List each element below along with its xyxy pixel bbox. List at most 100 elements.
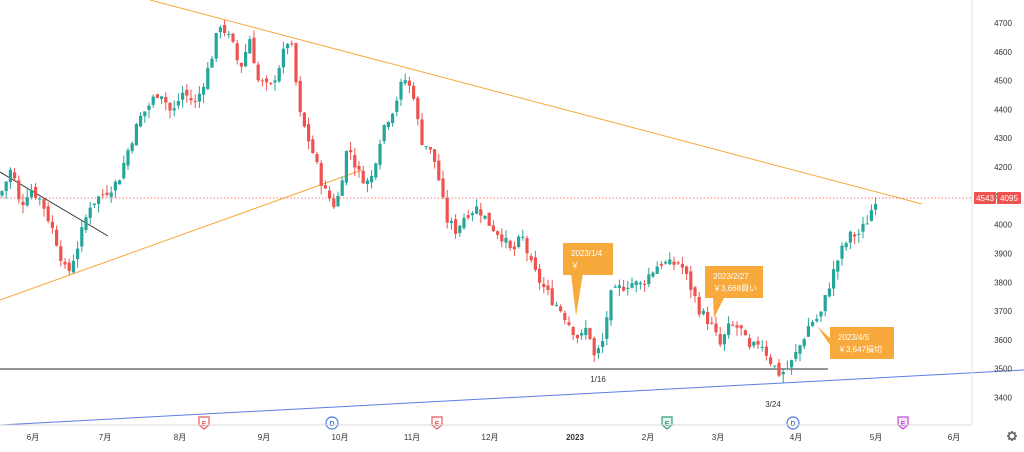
candle-body [353, 155, 357, 168]
candle-body [832, 269, 836, 289]
candle-body [109, 192, 113, 197]
candle-body [626, 287, 630, 289]
candle-body [559, 306, 563, 312]
event-marker-e[interactable]: E [897, 416, 909, 430]
candle-body [218, 27, 222, 33]
candle-body [97, 196, 101, 204]
candle-body [517, 236, 521, 247]
x-tick-label: 3月 [712, 433, 724, 442]
x-tick-label: 6月 [948, 433, 960, 442]
event-marker-shape [661, 416, 673, 430]
candle-body [487, 212, 491, 226]
candle-body [609, 290, 613, 321]
event-marker-e[interactable]: E [431, 416, 443, 430]
candle-body [491, 225, 495, 232]
candle-body [865, 223, 869, 225]
candle-body [580, 333, 584, 336]
candle-body [676, 262, 680, 264]
candle-body [130, 143, 134, 152]
y-tick-label: 3400 [994, 394, 1012, 403]
candle-body [252, 37, 256, 64]
low-label-jan16: 1/16 [590, 375, 606, 384]
event-marker-d[interactable]: D [325, 416, 339, 430]
candle-body [445, 197, 449, 223]
candle-body [223, 24, 227, 33]
candle-body [584, 327, 588, 336]
x-tick-label: 10月 [332, 433, 349, 442]
candle-body [281, 48, 285, 68]
candle-body [206, 67, 210, 89]
candle-body [38, 198, 42, 200]
y-tick-label: 4700 [994, 19, 1012, 28]
candle-body [273, 80, 277, 83]
candle-body [286, 44, 290, 49]
candle-body [554, 304, 558, 306]
candle-body [596, 348, 600, 354]
candle-body [794, 352, 798, 359]
candle-body [592, 338, 596, 356]
event-marker-e[interactable]: E [661, 416, 673, 430]
event-marker-shape [325, 416, 339, 430]
x-tick-label: 8月 [174, 433, 186, 442]
candle-body [634, 281, 638, 286]
event-marker-d[interactable]: D [786, 416, 800, 430]
candle-body [874, 204, 878, 210]
candle-body [773, 365, 777, 367]
candle-body [731, 324, 735, 326]
candle-body [458, 225, 462, 234]
candle-body [21, 201, 25, 206]
callout-line: ￥ [571, 261, 579, 270]
candle-body [697, 296, 701, 315]
candle-body [672, 261, 676, 265]
candle-body [710, 322, 714, 324]
trend-lines [0, 0, 1024, 426]
candle-body [395, 100, 399, 112]
candle-body [260, 80, 264, 82]
candle-body [743, 330, 747, 336]
callout-line: 2023/1/4 [571, 249, 603, 258]
candle-body [244, 51, 248, 67]
candle-body [857, 233, 861, 235]
candle-body [67, 262, 71, 271]
candle-body [101, 194, 105, 196]
candle-body [361, 170, 365, 184]
candle-body [265, 78, 269, 83]
event-marker-e[interactable]: E [198, 416, 210, 430]
candle-body [785, 368, 789, 370]
candle-body [521, 236, 525, 238]
candle-body [4, 181, 8, 192]
candle-body [172, 108, 176, 111]
candle-body [769, 357, 773, 364]
candle-body [298, 80, 302, 113]
candle-body [403, 80, 407, 84]
y-tick-label: 4000 [994, 221, 1012, 230]
candle-body [311, 139, 315, 154]
x-tick-label: 11月 [404, 433, 420, 442]
y-tick-label: 3600 [994, 336, 1012, 345]
candle-body [92, 203, 96, 205]
candle-body [46, 206, 50, 222]
candle-body [25, 197, 29, 206]
candle-body [0, 191, 4, 196]
callout-line: ￥3,668買い [713, 284, 757, 293]
candle-body [412, 85, 416, 99]
candle-body [525, 238, 529, 254]
rising-trend-line [0, 169, 363, 301]
callout-jan4: 2023/1/4 ￥ [563, 243, 613, 316]
candle-body [239, 62, 243, 67]
candle-body [840, 245, 844, 259]
event-marker-shape [897, 416, 909, 430]
candle-body [848, 231, 852, 243]
candle-body [529, 256, 533, 261]
candle-body [407, 80, 411, 86]
candle-body [869, 210, 873, 221]
gear-icon-tooth [1013, 437, 1017, 441]
gear-icon[interactable] [1007, 431, 1017, 441]
candle-body [466, 215, 470, 218]
y-tick-label: 3800 [994, 278, 1012, 287]
candle-body [630, 283, 634, 288]
candle-body [344, 151, 348, 183]
candle-body [462, 217, 466, 228]
candle-body [370, 175, 374, 183]
